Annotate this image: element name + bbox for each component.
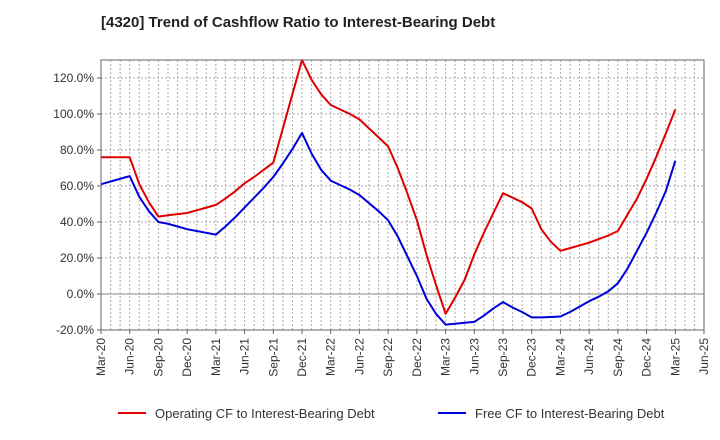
y-axis-ticks: -20.0% 0.0% 20.0% 40.0% 60.0% 80.0% 100.0% 120.… [53,71,101,337]
y-tick-label: 60.0% [60,179,94,193]
series-line-operating-cf [101,59,677,315]
y-tick-label: 100.0% [53,107,94,121]
x-tick-label: Mar-21 [209,338,223,376]
y-tick-label: 0.0% [67,287,95,301]
x-tick-label: Sep-21 [266,338,280,377]
x-tick-label: Jun-23 [467,338,481,375]
x-tick-label: Jun-22 [352,338,366,375]
x-tick-label: Dec-23 [525,338,539,377]
x-tick-label: Dec-22 [410,338,424,377]
x-tick-label: Sep-23 [496,338,510,377]
y-tick-label: 80.0% [60,143,94,157]
x-tick-label: Sep-20 [151,338,165,377]
x-tick-label: Jun-20 [123,338,137,375]
y-tick-label: 120.0% [53,71,94,85]
y-tick-label: 40.0% [60,215,94,229]
x-tick-label: Jun-21 [238,338,252,375]
plot-background [101,60,704,330]
legend-label-free-cf: Free CF to Interest-Bearing Debt [475,406,665,421]
series-lines [100,59,677,326]
legend-label-operating-cf: Operating CF to Interest-Bearing Debt [155,406,375,421]
x-tick-label: Sep-24 [611,338,625,377]
x-tick-label: Jun-24 [582,338,596,375]
x-tick-label: Mar-24 [553,338,567,376]
x-tick-label: Dec-20 [180,338,194,377]
x-tick-label: Dec-21 [295,338,309,377]
chart-title: [4320] Trend of Cashflow Ratio to Intere… [101,14,496,31]
y-tick-label: -20.0% [56,323,94,337]
x-tick-label: Sep-22 [381,338,395,377]
y-tick-label: 20.0% [60,251,94,265]
legend: Operating CF to Interest-Bearing Debt Fr… [118,406,665,421]
x-tick-label: Jun-25 [697,338,711,375]
series-line-free-cf [100,131,677,326]
x-axis-ticks: Mar-20 Jun-20 Sep-20 Dec-20 Mar-21 Jun-21 Sep-… [94,330,711,377]
x-tick-label: Dec-24 [640,338,654,377]
x-tick-label: Mar-22 [324,338,338,376]
x-tick-label: Mar-20 [94,338,108,376]
x-tick-label: Mar-25 [668,338,682,376]
x-tick-label: Mar-23 [439,338,453,376]
plot-border [100,59,705,331]
